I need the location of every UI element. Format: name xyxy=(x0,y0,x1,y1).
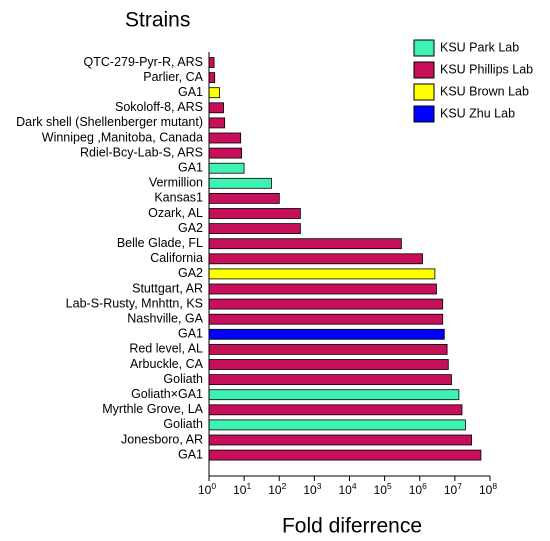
bar xyxy=(208,253,423,265)
bar xyxy=(208,328,445,340)
x-tick-label: 104 xyxy=(338,481,356,497)
bar xyxy=(208,283,437,295)
x-tick-label: 100 xyxy=(198,481,216,497)
category-label: GA2 xyxy=(178,266,203,280)
bar xyxy=(208,87,221,99)
legend-swatch xyxy=(413,39,435,57)
bar xyxy=(208,359,449,370)
bar xyxy=(208,132,242,144)
bar xyxy=(208,177,272,189)
x-tick-label: 102 xyxy=(268,481,286,497)
bar xyxy=(208,449,482,461)
category-label: Belle Glade, FL xyxy=(117,236,203,250)
x-tick-label: 103 xyxy=(303,481,321,497)
x-tick-label: 105 xyxy=(374,481,392,497)
bar xyxy=(208,72,216,83)
category-label: Rdiel-Bcy-Lab-S, ARS xyxy=(80,145,203,159)
x-tick-label: 108 xyxy=(479,481,497,497)
category-label: Myrthle Grove, LA xyxy=(102,402,203,416)
bar xyxy=(208,389,460,401)
category-label: Ozark, AL xyxy=(148,206,203,220)
bar xyxy=(208,223,301,235)
category-label: Dark shell (Shellenberger mutant) xyxy=(16,115,203,129)
category-label: Lab-S-Rusty, Mnhttn, KS xyxy=(66,296,203,310)
bar xyxy=(208,208,301,219)
bar xyxy=(208,102,225,114)
x-tick-label: 106 xyxy=(409,481,427,497)
legend-swatch xyxy=(413,83,435,101)
category-label: Jonesboro, AR xyxy=(121,432,203,446)
legend-swatch xyxy=(413,61,435,79)
bar xyxy=(208,419,466,431)
x-tick-label: 101 xyxy=(233,481,251,497)
bar xyxy=(208,238,402,250)
bar xyxy=(208,298,444,310)
category-label: Arbuckle, CA xyxy=(130,357,204,371)
category-label: California xyxy=(150,251,203,265)
category-label: GA1 xyxy=(178,447,203,461)
bar xyxy=(208,343,448,355)
category-label: Goliath xyxy=(163,372,203,386)
category-label: GA1 xyxy=(178,85,203,99)
bar xyxy=(208,374,452,386)
legend-label: KSU Phillips Lab xyxy=(440,62,533,76)
category-label: Winnipeg ,Manitoba, Canada xyxy=(42,130,203,144)
category-label: Kansas1 xyxy=(154,191,203,205)
x-tick-label: 107 xyxy=(444,481,462,497)
category-label: Stuttgart, AR xyxy=(132,281,203,295)
x-axis: 100 101 102 103 104 105 106 107 108 xyxy=(198,52,497,497)
bar xyxy=(208,192,280,204)
bar xyxy=(208,117,226,129)
category-label: QTC-279-Pyr-R, ARS xyxy=(84,55,203,69)
legend-label: KSU Brown Lab xyxy=(440,84,529,98)
bar xyxy=(208,313,444,325)
category-label: Nashville, GA xyxy=(127,311,203,325)
bar xyxy=(208,268,436,280)
bar xyxy=(208,162,245,174)
x-axis-title: Fold diferrence xyxy=(282,515,422,538)
legend-label: KSU Zhu Lab xyxy=(440,106,515,120)
category-label: Parlier, CA xyxy=(143,70,203,84)
y-axis-title: Strains xyxy=(125,9,190,32)
bar xyxy=(208,404,463,416)
legend-label: KSU Park Lab xyxy=(440,40,519,54)
category-label: Goliath xyxy=(163,417,203,431)
legend-swatch xyxy=(413,105,435,123)
bar xyxy=(208,57,215,68)
category-label: GA1 xyxy=(178,327,203,341)
category-label: Red level, AL xyxy=(129,342,203,356)
bar xyxy=(208,147,242,159)
category-label: Vermillion xyxy=(149,176,203,190)
category-label: GA2 xyxy=(178,221,203,235)
bar xyxy=(208,434,473,446)
category-label: Sokoloff-8, ARS xyxy=(115,100,203,114)
bars-group xyxy=(208,57,482,461)
category-label: GA1 xyxy=(178,160,203,174)
category-label: Goliath×GA1 xyxy=(131,387,203,401)
legend: KSU Park Lab KSU Phillips Lab KSU Brown La… xyxy=(413,39,533,123)
